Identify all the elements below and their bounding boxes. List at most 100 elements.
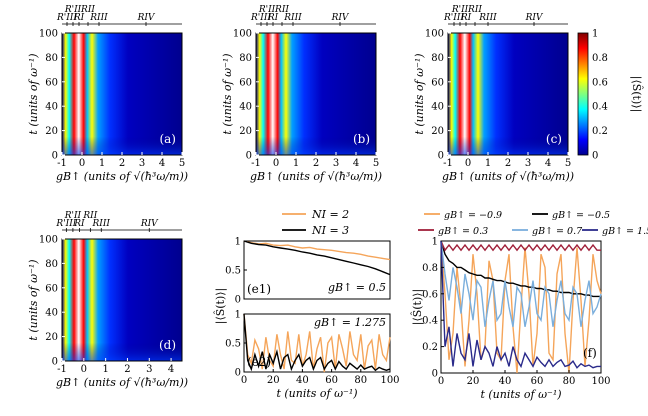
heatmap-shading [256,33,376,155]
y-tick-label: 20 [45,332,58,343]
colorbar-tick-label: 0 [592,151,598,162]
x-tick-label: 2 [505,158,511,169]
x-tick-label: 3 [525,158,531,169]
y-tick-label: 100 [233,29,252,40]
x-tick-label: 2 [313,158,319,169]
x-tick-label: 60 [325,375,338,386]
x-tick-label: 4 [353,158,359,169]
x-tick-label: 4 [545,158,551,169]
region-label: R'III [250,13,271,23]
colorbar-tick-label: 0.4 [592,102,608,113]
annotation: gB↑ = 1.275 [314,316,386,329]
y-tick-label: 0 [52,357,58,368]
x-tick-label: 20 [267,375,280,386]
panel-label: (a) [159,132,176,146]
x-tick-label: 0 [241,375,247,386]
colorbar-tick-label: 0.8 [592,53,608,64]
y-axis-label: |⟨Ŝ(t)⟩| [213,288,228,325]
heatmap-frame [61,238,183,362]
y-tick-label: 0.5 [225,266,241,277]
region-label: RI [73,219,85,229]
y-tick-label: 0.4 [422,316,438,327]
region-label: RIV [525,13,544,23]
x-axis-label: gB↑ (units of √(ħ³ω/m)) [56,170,188,183]
x-tick-label: 3 [333,158,339,169]
panel-label: (e1) [247,282,271,296]
y-axis-label: t (units of ω⁻¹) [27,53,40,134]
y-tick-label: 100 [39,235,58,246]
x-tick-label: 5 [179,158,185,169]
heatmap-shading [62,239,182,361]
x-tick-label: 1 [102,364,108,375]
region-label: R'II [64,211,82,221]
y-tick-label: 0 [52,151,58,162]
y-tick-label: 0.8 [422,263,438,274]
y-tick-label: 0.2 [422,342,438,353]
colorbar-label: |⟨Ŝ(t)⟩| [629,76,644,113]
y-tick-label: 0 [235,368,241,379]
x-tick-label: 40 [499,376,512,387]
legend-label: gB↑ = −0.5 [552,210,610,221]
y-tick-label: 20 [431,126,444,137]
y-axis-label: t (units of ω⁻¹) [27,259,40,340]
series-line [440,240,602,374]
x-tick-label: 0 [79,158,85,169]
y-axis-label: |⟨Ŝ(t)⟩| [410,289,425,326]
y-tick-label: 20 [239,126,252,137]
y-tick-label: 100 [39,29,58,40]
region-label: R'III [55,219,76,229]
region-label: RII [82,211,97,221]
colorbar: 0 0.2 0.4 0.6 0.8 1 |⟨Ŝ(t)⟩| [577,29,644,162]
x-tick-label: 20 [467,376,480,387]
x-tick-label: 0 [273,158,279,169]
region-label: RI [267,13,279,23]
region-label: RIII [89,13,108,23]
y-tick-label: 0.6 [422,289,438,300]
legend-label: NI = 3 [311,224,349,237]
series-line [440,240,601,369]
region-label: R'II [64,5,82,15]
y-tick-label: 0.5 [225,339,241,350]
y-tick-label: 60 [45,283,58,294]
x-axis-label: gB↑ (units of √(ħ³ω/m)) [250,170,382,183]
legend-label: gB↑ = 0.7 [532,226,583,237]
y-tick-label: 80 [45,259,58,270]
legend-label: NI = 2 [311,208,349,221]
y-tick-label: 1 [235,310,241,321]
series-line [440,240,602,327]
x-tick-label: -1 [251,158,261,169]
colorbar-tick-label: 0.2 [592,126,608,137]
x-tick-label: -1 [57,158,67,169]
heatmap-shading [448,33,568,155]
series-line [243,313,391,373]
region-label: RI [460,13,472,23]
x-tick-label: 5 [373,158,379,169]
x-tick-label: 1 [99,158,105,169]
x-tick-label: 40 [296,375,309,386]
x-tick-label: 5 [565,158,571,169]
region-label: R'III [56,13,77,23]
legend-label: gB↑ = −0.9 [444,210,502,221]
y-tick-label: 1 [235,237,241,248]
x-tick-label: 60 [531,376,544,387]
line-panel-2: 0 0.2 0.4 0.6 0.8 1 0 20 40 60 80 100 (f) t (units of… [410,237,611,402]
y-tick-label: 0 [432,369,438,380]
region-label: RIII [92,219,111,229]
legend-e: NI = 2 NI = 3 [282,208,349,237]
x-tick-label: 100 [380,375,399,386]
y-tick-label: 60 [431,77,444,88]
series-line [440,240,601,298]
x-axis-label: gB↑ (units of √(ħ³ω/m)) [442,170,574,183]
y-tick-label: 1 [432,237,438,248]
y-tick-label: 0 [235,295,241,306]
region-label: RI [73,13,85,23]
x-axis-label: t (units of ω⁻¹) [276,387,357,400]
region-label: RIV [331,13,350,23]
line-panel-0: 0 0.5 1 (e1) gB↑ = 0.5 |⟨Ŝ(t)⟩| [213,237,391,325]
y-tick-label: 40 [431,102,444,113]
y-tick-label: 40 [45,308,58,319]
